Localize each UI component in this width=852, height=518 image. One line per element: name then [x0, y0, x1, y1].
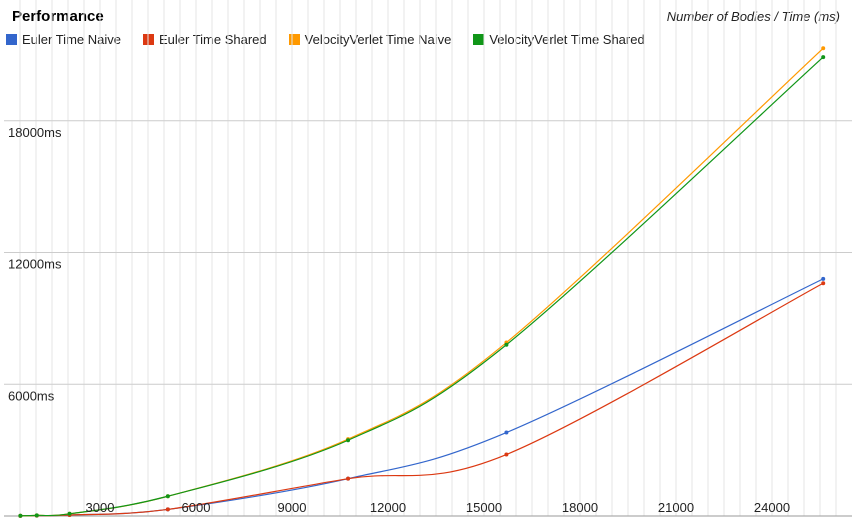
- chart-title: Performance: [12, 8, 104, 25]
- x-tick-label: 24000: [754, 500, 790, 515]
- data-point: [821, 55, 826, 60]
- legend-item-euler-naive[interactable]: Euler Time Naive: [6, 32, 121, 47]
- data-point: [504, 430, 509, 435]
- legend-swatch-verlet-shared: [473, 34, 485, 45]
- legend-label-verlet-shared: VelocityVerlet Time Shared: [489, 32, 645, 47]
- legend-item-verlet-shared[interactable]: VelocityVerlet Time Shared: [473, 32, 645, 47]
- series-line: [20, 47, 824, 517]
- series-3: [18, 55, 826, 518]
- x-tick-label: 21000: [658, 500, 694, 515]
- y-tick-label: 6000ms: [8, 388, 55, 403]
- legend-swatch-verlet-naive: [288, 34, 300, 45]
- data-point: [504, 452, 509, 457]
- major-gridlines: [4, 120, 852, 517]
- x-tick-label: 15000: [466, 500, 502, 515]
- data-point: [34, 513, 39, 518]
- tick-labels: 6000ms 12000ms 18000ms 3000 6000 9000 12000 150…: [8, 125, 790, 515]
- data-point: [346, 476, 351, 481]
- y-tick-label: 12000ms: [8, 257, 62, 272]
- series-line: [20, 56, 824, 517]
- data-point: [165, 507, 170, 512]
- series-2: [18, 46, 826, 518]
- data-point: [346, 438, 351, 443]
- data-point: [821, 281, 826, 286]
- legend-item-verlet-naive[interactable]: VelocityVerlet Time Naive: [288, 32, 452, 47]
- x-tick-label: 9000: [278, 500, 307, 515]
- series-line: [20, 278, 824, 517]
- data-point: [821, 46, 826, 51]
- data-point: [504, 342, 509, 347]
- x-tick-label: 12000: [370, 500, 406, 515]
- x-tick-label: 18000: [562, 500, 598, 515]
- data-point: [67, 511, 72, 516]
- data-point: [18, 513, 23, 518]
- series-layer: [18, 46, 826, 518]
- legend-label-verlet-naive: VelocityVerlet Time Naive: [304, 32, 452, 47]
- data-point: [165, 494, 170, 499]
- series-0: [18, 276, 826, 518]
- series-1: [18, 281, 826, 518]
- minor-gridlines: [19, 0, 837, 516]
- legend-label-euler-shared: Euler Time Shared: [158, 32, 267, 47]
- legend-label-euler-naive: Euler Time Naive: [22, 32, 121, 47]
- series-line: [20, 282, 824, 517]
- x-tick-label: 6000: [182, 500, 211, 515]
- x-tick-label: 3000: [86, 500, 115, 515]
- chart-subtitle: Number of Bodies / Time (ms): [666, 9, 840, 24]
- data-point: [821, 276, 826, 281]
- legend-swatch-euler-naive: [6, 34, 17, 45]
- y-tick-label: 18000ms: [8, 125, 62, 140]
